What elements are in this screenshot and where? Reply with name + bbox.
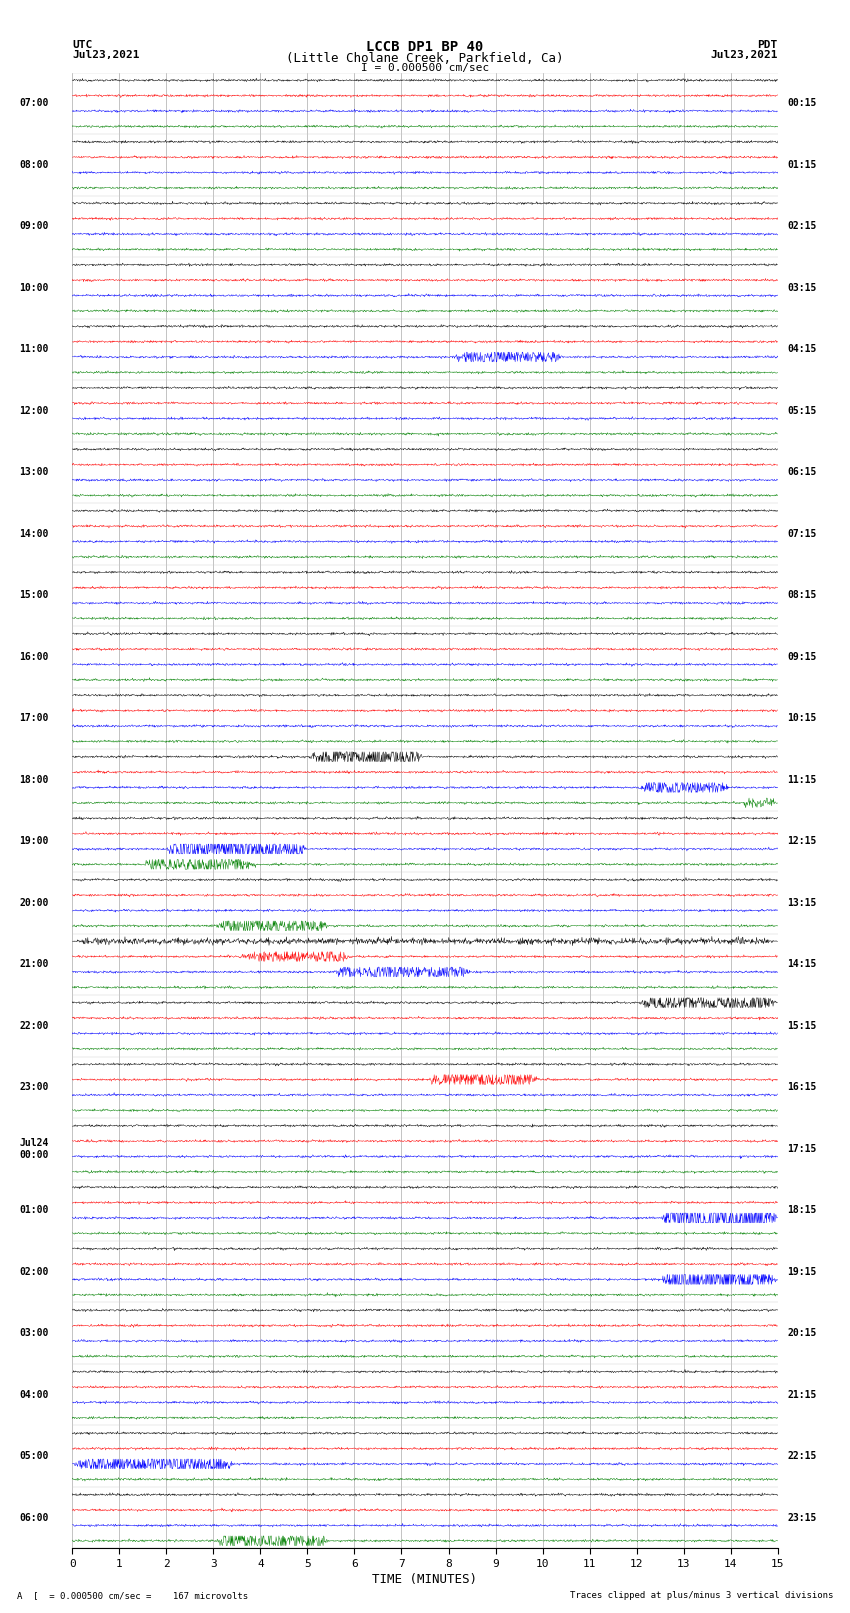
Text: UTC: UTC	[72, 40, 93, 50]
Text: 07:00: 07:00	[20, 98, 48, 108]
Text: 05:00: 05:00	[20, 1452, 48, 1461]
Text: Jul23,2021: Jul23,2021	[72, 50, 139, 60]
Text: 11:15: 11:15	[787, 774, 817, 786]
Text: 10:15: 10:15	[787, 713, 817, 723]
Text: 06:15: 06:15	[787, 468, 817, 477]
Text: 03:15: 03:15	[787, 282, 817, 294]
Text: 05:15: 05:15	[787, 406, 817, 416]
Text: 21:00: 21:00	[20, 960, 48, 969]
Text: 02:00: 02:00	[20, 1266, 48, 1277]
Text: 14:00: 14:00	[20, 529, 48, 539]
Text: 14:15: 14:15	[787, 960, 817, 969]
Text: 09:00: 09:00	[20, 221, 48, 231]
Text: 23:15: 23:15	[787, 1513, 817, 1523]
Text: Jul24
00:00: Jul24 00:00	[20, 1137, 48, 1160]
Text: 15:00: 15:00	[20, 590, 48, 600]
Text: 07:15: 07:15	[787, 529, 817, 539]
Text: 21:15: 21:15	[787, 1390, 817, 1400]
Text: 19:00: 19:00	[20, 836, 48, 847]
Text: 13:00: 13:00	[20, 468, 48, 477]
Text: 08:00: 08:00	[20, 160, 48, 169]
Text: A  [  = 0.000500 cm/sec =    167 microvolts: A [ = 0.000500 cm/sec = 167 microvolts	[17, 1590, 248, 1600]
Text: 19:15: 19:15	[787, 1266, 817, 1277]
Text: 20:15: 20:15	[787, 1327, 817, 1339]
Text: 12:15: 12:15	[787, 836, 817, 847]
Text: 01:00: 01:00	[20, 1205, 48, 1215]
Text: 18:00: 18:00	[20, 774, 48, 786]
X-axis label: TIME (MINUTES): TIME (MINUTES)	[372, 1573, 478, 1586]
Text: 23:00: 23:00	[20, 1082, 48, 1092]
Text: 16:00: 16:00	[20, 652, 48, 661]
Text: I = 0.000500 cm/sec: I = 0.000500 cm/sec	[361, 63, 489, 73]
Text: 02:15: 02:15	[787, 221, 817, 231]
Text: 18:15: 18:15	[787, 1205, 817, 1215]
Text: 00:15: 00:15	[787, 98, 817, 108]
Text: 22:00: 22:00	[20, 1021, 48, 1031]
Text: (Little Cholane Creek, Parkfield, Ca): (Little Cholane Creek, Parkfield, Ca)	[286, 52, 564, 65]
Text: 06:00: 06:00	[20, 1513, 48, 1523]
Text: 04:00: 04:00	[20, 1390, 48, 1400]
Text: 01:15: 01:15	[787, 160, 817, 169]
Text: 09:15: 09:15	[787, 652, 817, 661]
Text: 04:15: 04:15	[787, 344, 817, 355]
Text: LCCB DP1 BP 40: LCCB DP1 BP 40	[366, 40, 484, 55]
Text: PDT: PDT	[757, 40, 778, 50]
Text: 10:00: 10:00	[20, 282, 48, 294]
Text: 22:15: 22:15	[787, 1452, 817, 1461]
Text: 03:00: 03:00	[20, 1327, 48, 1339]
Text: 17:00: 17:00	[20, 713, 48, 723]
Text: Jul23,2021: Jul23,2021	[711, 50, 778, 60]
Text: 15:15: 15:15	[787, 1021, 817, 1031]
Text: 11:00: 11:00	[20, 344, 48, 355]
Text: 16:15: 16:15	[787, 1082, 817, 1092]
Text: 17:15: 17:15	[787, 1144, 817, 1153]
Text: Traces clipped at plus/minus 3 vertical divisions: Traces clipped at plus/minus 3 vertical …	[570, 1590, 833, 1600]
Text: 08:15: 08:15	[787, 590, 817, 600]
Text: 20:00: 20:00	[20, 898, 48, 908]
Text: 12:00: 12:00	[20, 406, 48, 416]
Text: 13:15: 13:15	[787, 898, 817, 908]
